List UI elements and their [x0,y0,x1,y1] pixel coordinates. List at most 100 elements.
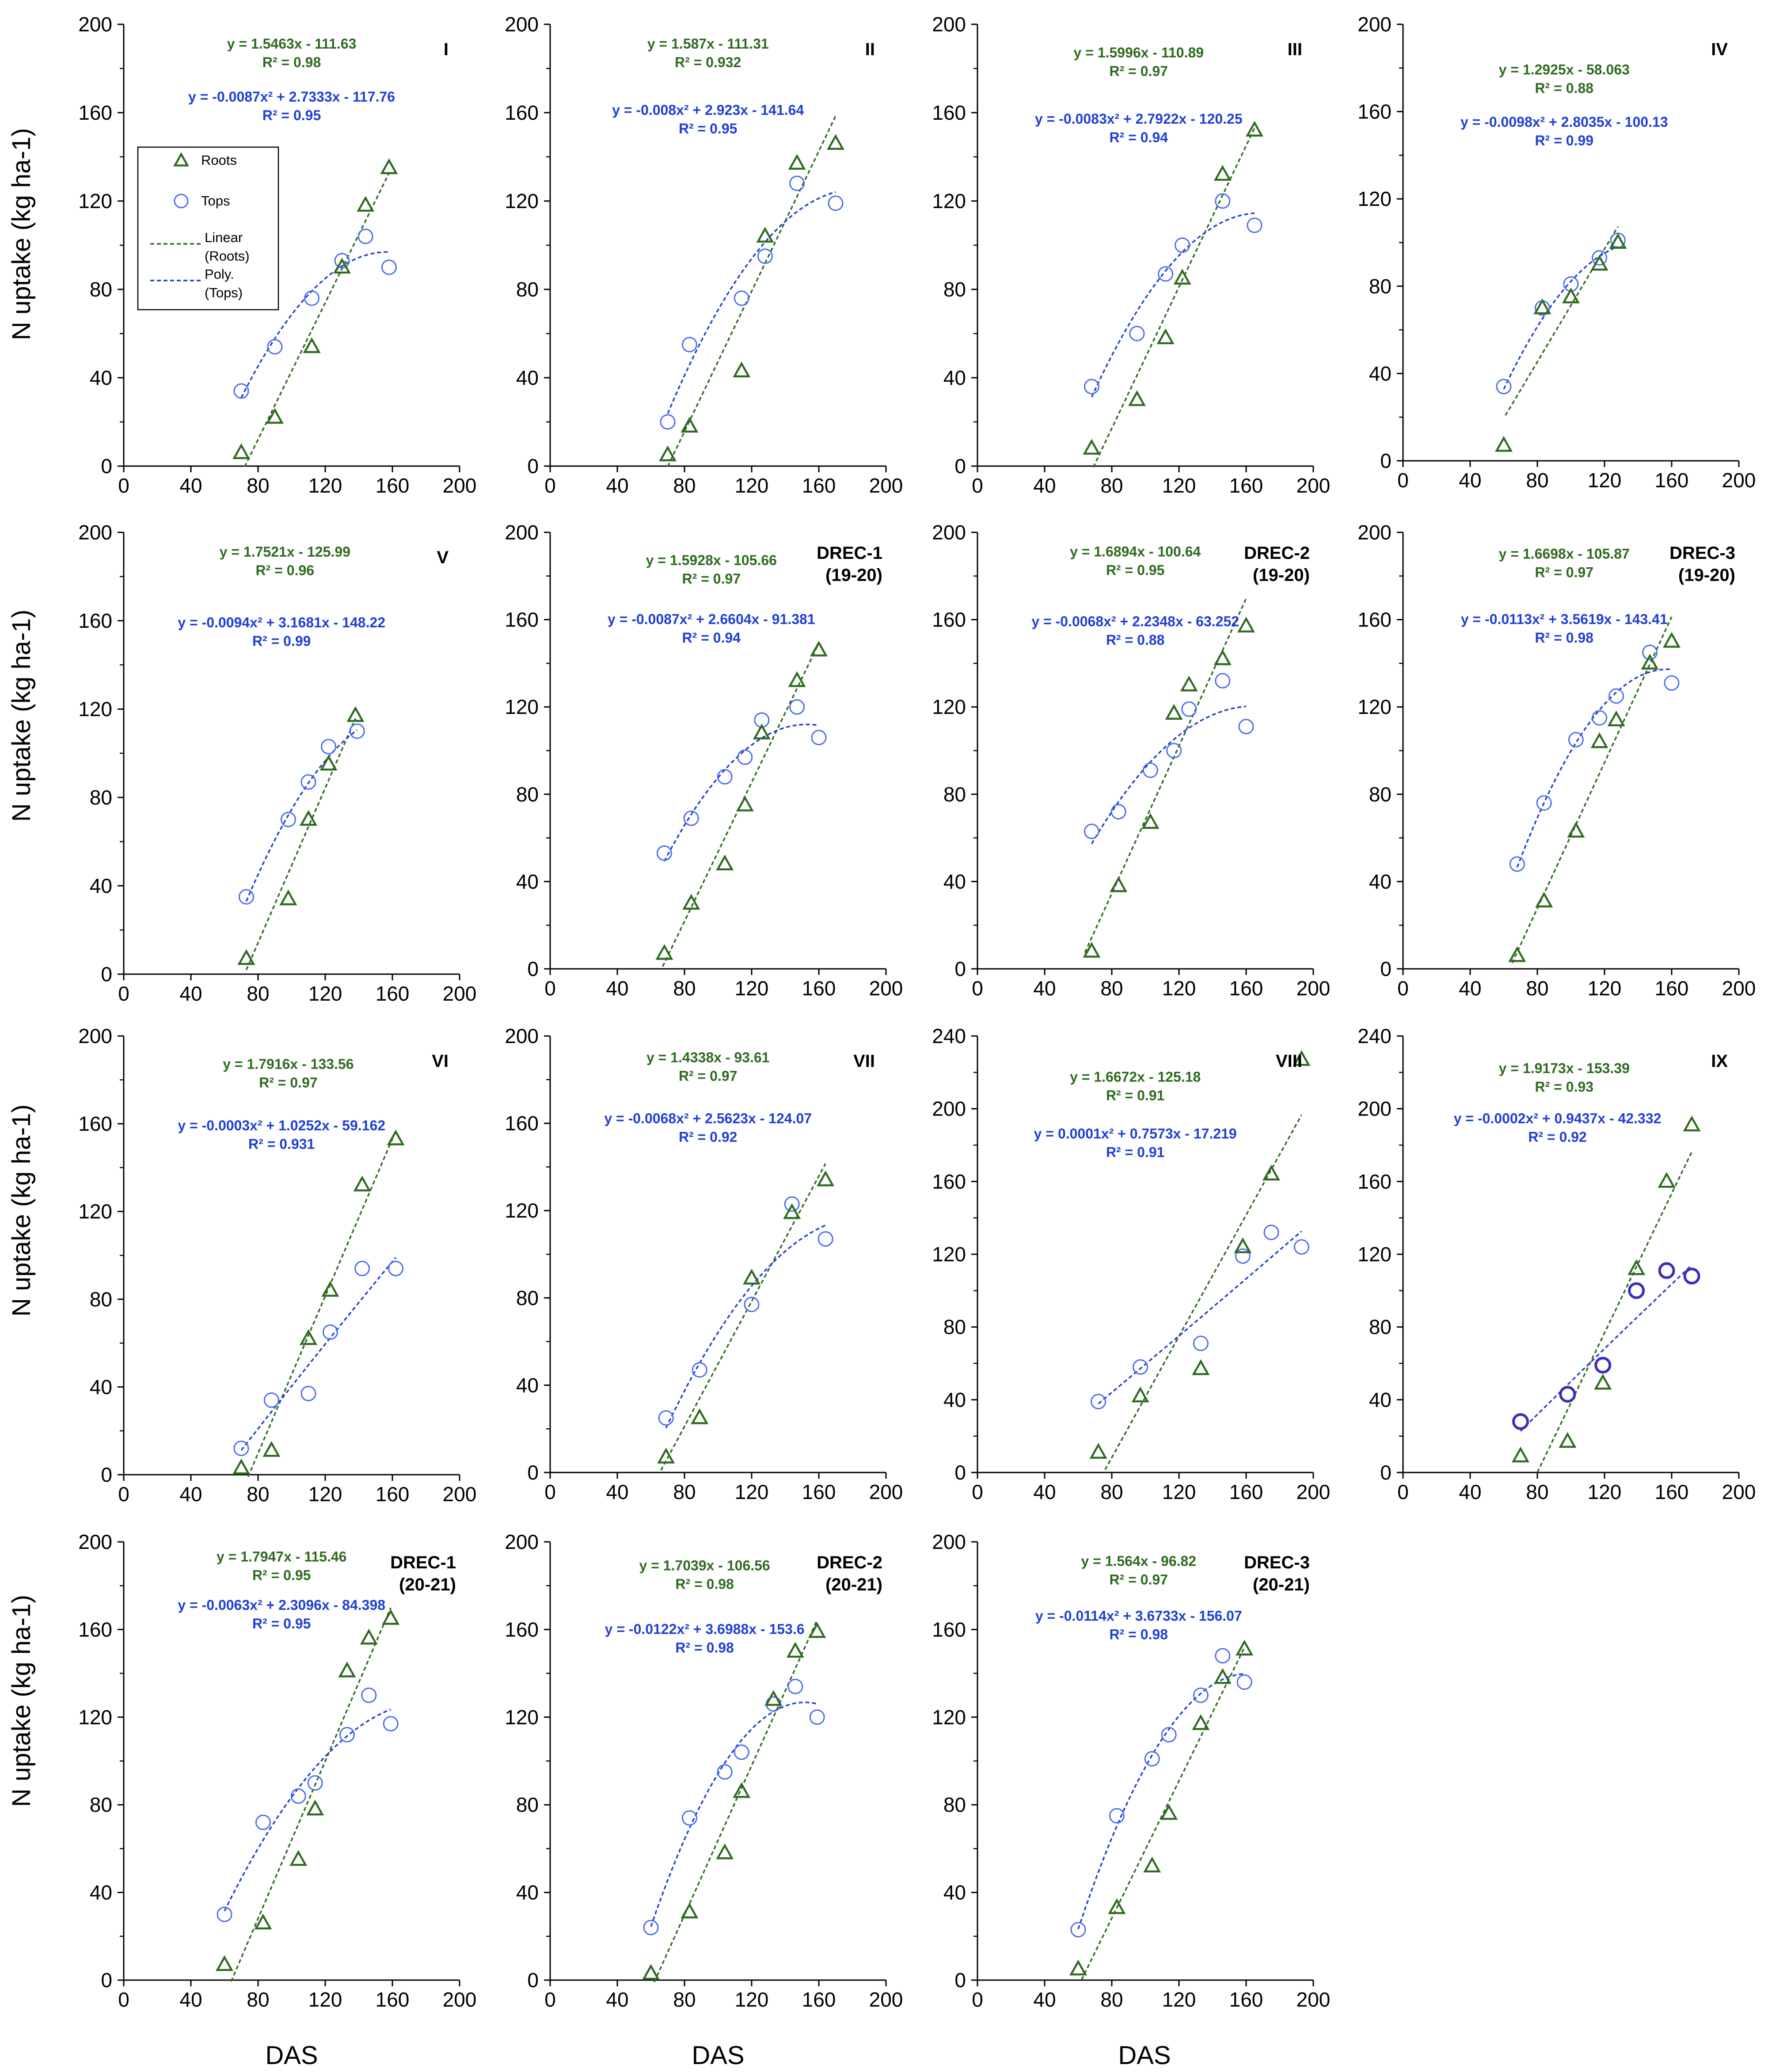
x-tick-label: 200 [443,1988,477,2011]
roots-point [736,795,754,812]
chart-panel: 0 40 80 120 160 200 0 40 80 120 160 200 III y = 1.599… [932,13,1330,497]
y-tick-label: 40 [90,1375,112,1398]
tops-point [737,749,753,765]
tops-point [321,739,337,755]
x-tick-label: 120 [1162,474,1196,497]
tops-point [300,774,316,790]
tops-point [1559,1385,1576,1403]
roots-linear-fit [1511,616,1673,964]
x-tick-label: 200 [1722,469,1756,492]
x-tick-label: 120 [1162,1480,1196,1503]
x-tick-label: 160 [1229,474,1263,497]
y-tick-label: 200 [1357,521,1392,544]
x-tick-label: 120 [1162,977,1196,1000]
linear-equation: y = 1.5996x - 110.89 [1074,45,1204,61]
roots-point [1607,710,1625,726]
y-tick-label: 120 [78,698,112,721]
x-tick-label: 40 [179,1483,202,1506]
tops-point [1263,1225,1279,1241]
chart-panel: 0 40 80 120 160 200 0 40 80 120 160 200 II y = 1.587x… [505,13,903,497]
poly-equation: y = -0.0083x² + 2.7922x - 120.25 [1035,111,1243,127]
y-tick-label: 0 [954,1969,966,1992]
y-tick-label: 80 [516,1793,539,1816]
roots-point [691,1408,709,1424]
tops-point [1109,1808,1125,1824]
panel-title: VI [432,1051,449,1071]
panel-title: IX [1711,1051,1728,1071]
x-tick-label: 200 [869,1480,903,1503]
roots-point [1293,1050,1311,1066]
tops-point [1236,1674,1252,1690]
tops-point [692,1362,707,1378]
panel-title: DREC-1 [390,1553,456,1572]
x-tick-label: 40 [179,1988,202,2011]
roots-point [716,854,734,871]
x-tick-label: 200 [1722,977,1756,1000]
legend: Roots Tops Linear (Roots) Poly. (Tops) [137,146,279,311]
x-tick-label: 0 [544,1480,556,1503]
roots-point [753,723,771,740]
y-tick-label: 0 [101,455,112,478]
tops-point [349,723,365,739]
x-axis-label-col-3: DAS [1118,2041,1171,2070]
poly-equation: y = -0.0002x² + 0.9437x - 42.332 [1454,1111,1662,1127]
tops-point [787,1678,803,1694]
tops-point [307,1775,323,1791]
x-tick-label: 40 [1033,474,1056,497]
y-tick-label: 200 [505,1025,539,1047]
x-axis-label-col-1: DAS [265,2041,318,2070]
chart-panel: 0 40 80 120 160 200 0 40 80 120 160 200 240 VIII y = 1… [932,1025,1330,1503]
tops-point [1133,1359,1148,1375]
poly-r2: R² = 0.94 [682,630,741,645]
roots-point [783,1203,801,1219]
poly-r2: R² = 0.98 [675,1639,734,1655]
x-tick-label: 120 [308,1988,342,2011]
tops-point [255,1814,271,1830]
x-tick-label: 120 [1162,1988,1196,2011]
y-tick-label: 0 [1380,957,1392,980]
x-tick-label: 80 [1526,977,1548,1000]
y-tick-label: 0 [527,1461,539,1484]
x-tick-label: 40 [1033,1480,1056,1503]
tops-point [734,1744,749,1760]
poly-equation: y = -0.0068x² + 2.2348x - 63.252 [1031,613,1239,629]
y-tick-label: 160 [505,1618,539,1641]
poly-equation: y = -0.0068x² + 2.5623x - 124.07 [604,1111,812,1127]
x-tick-label: 0 [118,1988,129,2011]
tops-poly-fit [1516,668,1672,868]
roots-point [1594,1374,1612,1390]
tops-poly-fit [240,1257,396,1451]
tops-point [1215,1648,1231,1664]
x-tick-label: 160 [376,1988,410,2011]
panel-title: II [865,40,875,59]
poly-r2: R² = 0.98 [1110,1627,1168,1643]
x-tick-label: 160 [376,1483,410,1506]
y-axis-label-row-3: N uptake (kg ha-1) [7,1104,36,1317]
tops-poly-fit [650,1701,817,1927]
x-tick-label: 200 [1297,474,1331,497]
tops-point [1293,1239,1309,1255]
tops-poly-fit [240,251,389,398]
roots-point [387,1129,405,1146]
linear-r2: R² = 0.97 [1110,63,1168,79]
x-tick-label: 0 [118,474,129,497]
y-tick-label: 80 [90,278,112,301]
linear-r2: R² = 0.932 [675,54,741,70]
panel-subtitle: (19-20) [1678,565,1735,585]
panel-title: DREC-1 [817,543,882,563]
y-tick-label: 120 [932,190,966,213]
roots-point [1089,1443,1107,1459]
x-tick-label: 0 [972,977,983,1000]
panel-title: VII [853,1051,875,1071]
panel-title: IV [1711,40,1728,59]
tops-point [1235,1248,1251,1264]
linear-r2: R² = 0.97 [682,571,741,587]
roots-point [659,445,677,462]
x-tick-label: 0 [118,982,129,1005]
roots-point [1663,632,1681,648]
roots-point [1131,1386,1149,1403]
roots-point [353,1176,371,1192]
tops-point [217,1906,232,1922]
y-tick-label: 40 [943,870,966,893]
